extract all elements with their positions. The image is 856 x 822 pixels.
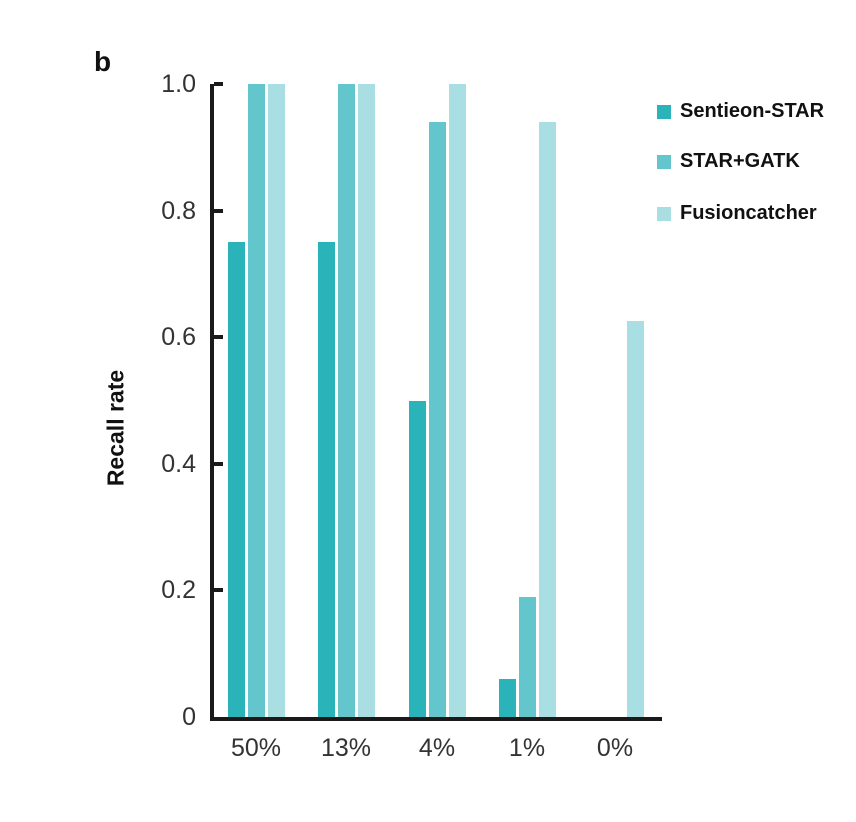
y-tick-mark <box>214 461 223 466</box>
y-tick-label: 0.2 <box>161 576 196 605</box>
y-tick-label: 0.4 <box>161 449 196 478</box>
legend-item: Sentieon-STAR <box>657 100 824 123</box>
bar-fusioncatcher-0pct <box>626 321 644 717</box>
legend-item: STAR+GATK <box>657 150 800 173</box>
legend-label: Fusioncatcher <box>680 202 817 224</box>
x-tick-label: 0% <box>596 734 634 762</box>
legend-item: Fusioncatcher <box>657 202 817 225</box>
y-axis-title: Recall rate <box>102 369 129 487</box>
bar-sentieon-star-50pct <box>227 242 245 717</box>
y-tick-mark <box>214 588 223 593</box>
bar-star-gatk-50pct <box>247 84 265 717</box>
bar-fusioncatcher-1pct <box>538 121 556 717</box>
bar-sentieon-star-13pct <box>317 242 335 717</box>
x-tick-label: 4% <box>418 734 456 762</box>
bar-fusioncatcher-4pct <box>448 84 466 717</box>
legend-swatch-icon <box>657 206 671 221</box>
bar-star-gatk-1pct <box>518 596 536 717</box>
y-tick-mark <box>214 335 223 340</box>
bar-star-gatk-4pct <box>428 121 446 717</box>
y-tick-label: 0 <box>182 703 196 731</box>
bar-sentieon-star-1pct <box>498 679 516 717</box>
y-tick-mark <box>214 82 223 86</box>
legend-swatch-icon <box>657 154 671 169</box>
legend-swatch-icon <box>657 104 671 119</box>
x-tick-label: 50% <box>230 734 282 762</box>
bar-fusioncatcher-13pct <box>357 84 375 717</box>
panel-label: b <box>94 46 112 77</box>
bar-fusioncatcher-50pct <box>267 84 285 717</box>
y-tick-label: 0.6 <box>161 323 196 352</box>
x-tick-label: 13% <box>320 734 372 762</box>
x-tick-label: 1% <box>508 734 546 762</box>
y-tick-label: 0.8 <box>161 196 196 225</box>
y-tick-label: 1.0 <box>161 70 196 98</box>
bar-star-gatk-13pct <box>337 84 355 717</box>
legend-label: STAR+GATK <box>680 150 800 172</box>
plot-area <box>210 82 662 721</box>
bar-sentieon-star-4pct <box>408 400 426 717</box>
legend-label: Sentieon-STAR <box>680 100 825 122</box>
y-tick-mark <box>214 208 223 213</box>
